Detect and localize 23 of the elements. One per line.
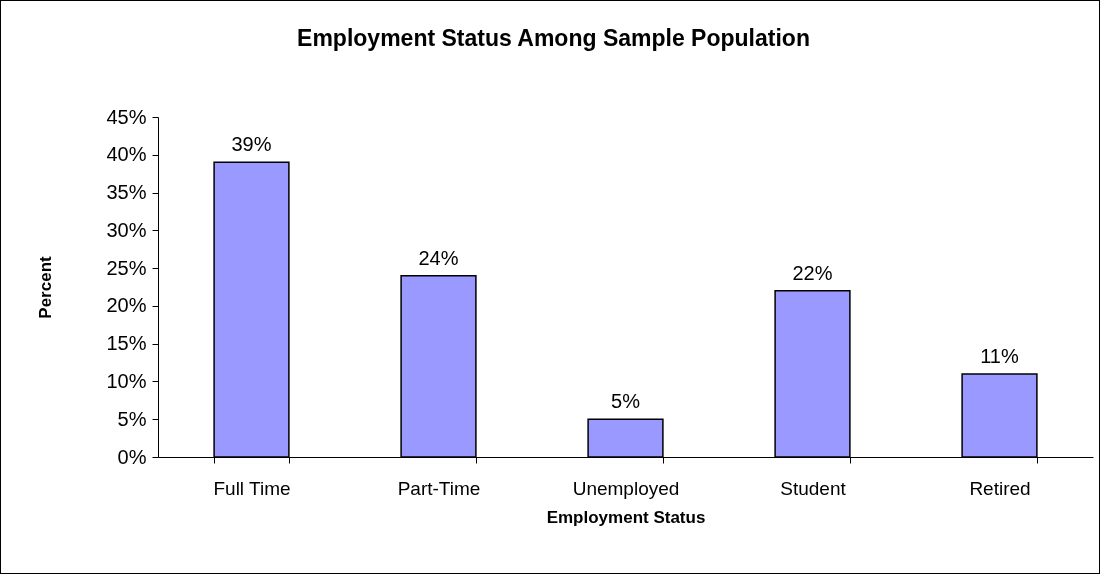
y-tick-label: 20% [106,294,147,317]
x-tick-label: Student [780,477,847,499]
y-tick-label: 0% [117,445,147,468]
x-axis-title: Employment Status [546,507,706,527]
y-axis-title: Percent [35,255,55,319]
data-label: 5% [611,390,641,413]
chart-title: Employment Status Among Sample Population [297,25,810,51]
y-tick-label: 5% [117,407,147,430]
x-tick-label: Unemployed [572,477,680,499]
data-label: 11% [980,344,1019,367]
y-tick-label: 30% [106,218,147,241]
x-tick-label: Retired [969,477,1031,499]
x-tick-label: Full Time [213,477,291,499]
y-tick-label: 35% [106,181,147,204]
y-tick-label: 15% [106,332,147,355]
y-tick-label: 40% [106,143,147,166]
y-tick-label: 45% [106,105,147,128]
data-label: 39% [231,133,272,156]
x-tick-label: Part-Time [397,477,481,499]
data-label: 22% [792,261,833,284]
y-tick-label: 10% [106,369,147,392]
y-tick-label: 25% [106,256,147,279]
data-label: 24% [418,246,459,269]
